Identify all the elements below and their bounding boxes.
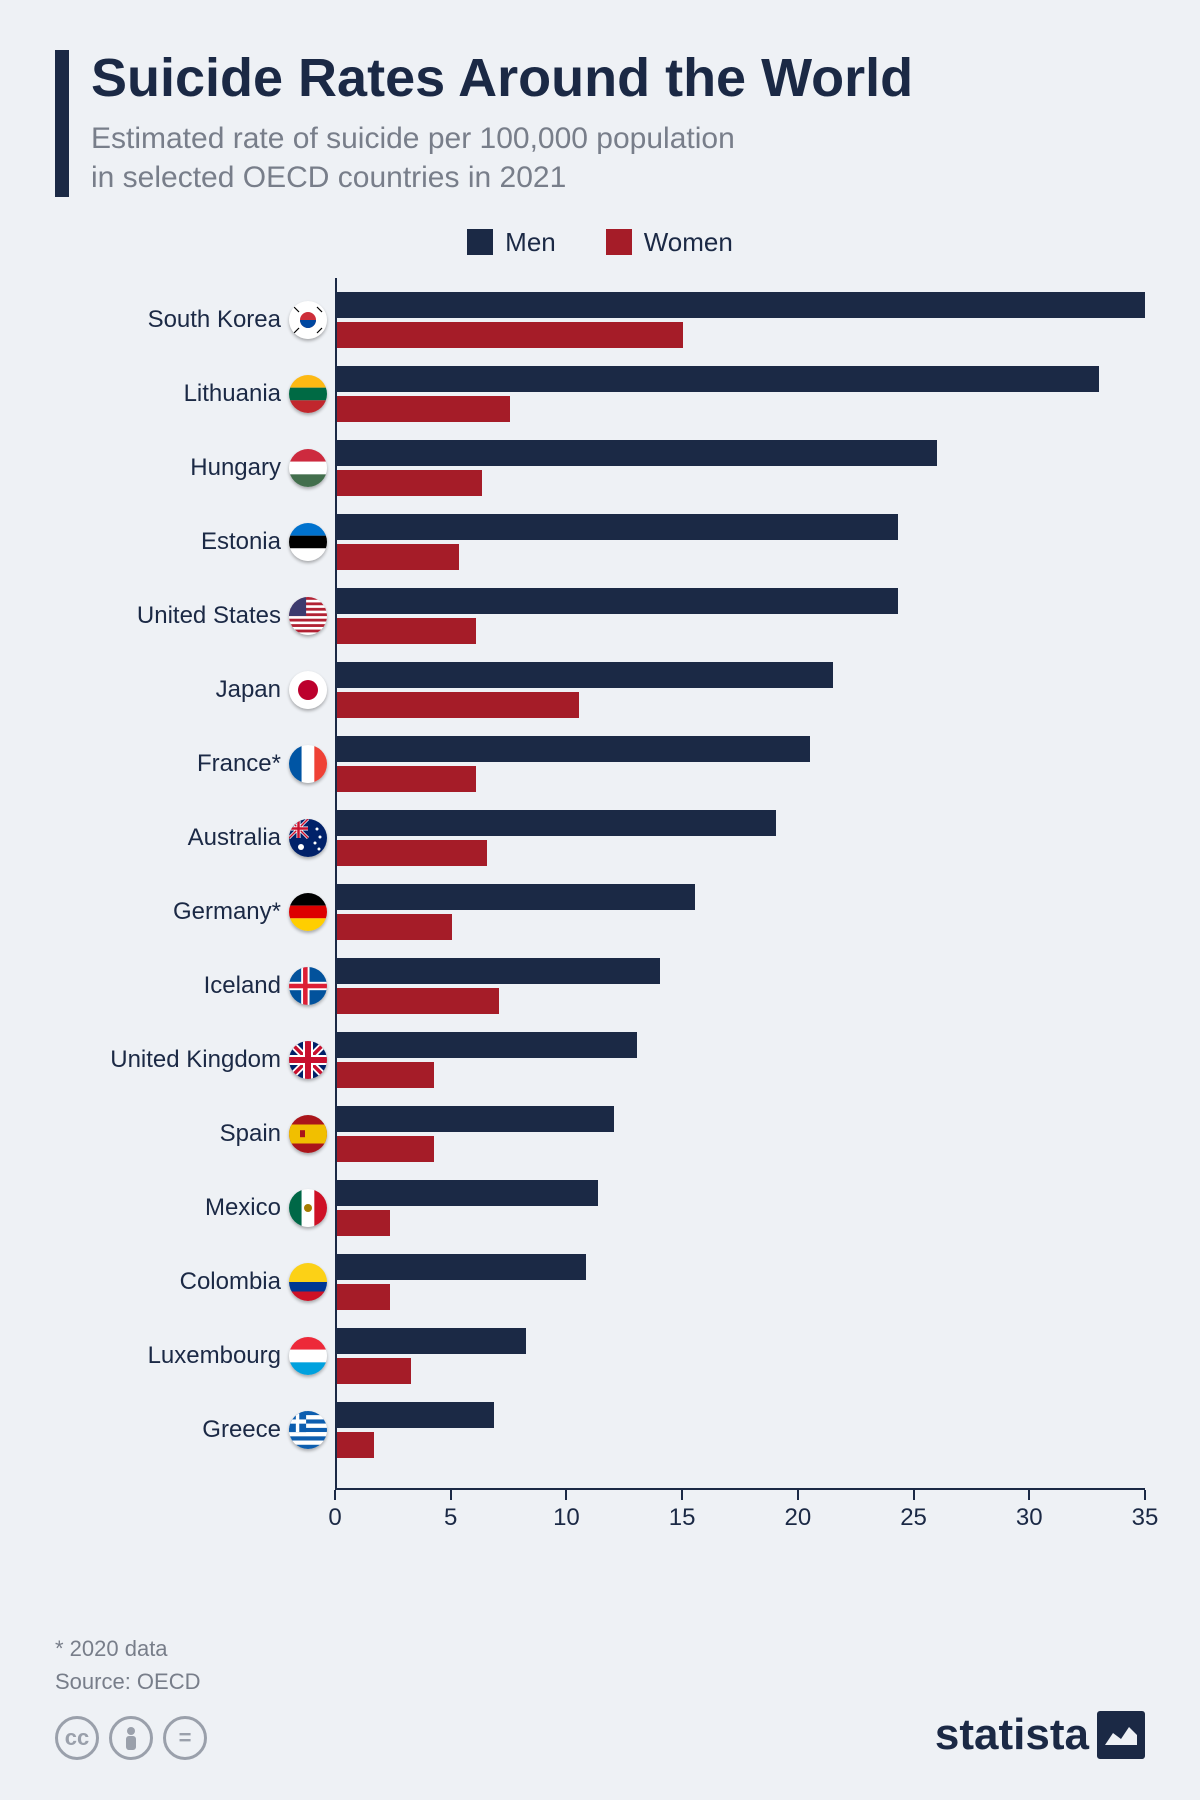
chart-subtitle: Estimated rate of suicide per 100,000 po… — [91, 119, 1145, 197]
flag-icon — [289, 1411, 327, 1449]
x-axis: 05101520253035 — [335, 1488, 1145, 1548]
footnote-asterisk: * 2020 data — [55, 1632, 1145, 1665]
bar-women — [337, 1136, 434, 1162]
x-tick-label: 15 — [669, 1504, 696, 1532]
legend-item-men: Men — [467, 227, 556, 258]
bar-men — [337, 1328, 526, 1354]
x-tick-label: 10 — [553, 1504, 580, 1532]
country-row: Spain — [337, 1102, 1145, 1166]
x-tick-label: 5 — [444, 1504, 457, 1532]
flag-icon — [289, 1115, 327, 1153]
bar-women — [337, 1432, 374, 1458]
flag-icon — [289, 1337, 327, 1375]
bar-men — [337, 958, 660, 984]
bar-men — [337, 1106, 614, 1132]
bar-women — [337, 914, 452, 940]
bar-men — [337, 292, 1145, 318]
legend: Men Women — [55, 227, 1145, 258]
x-tick-label: 20 — [784, 1504, 811, 1532]
footer: * 2020 data Source: OECD cc = statista — [55, 1632, 1145, 1760]
bar-men — [337, 884, 695, 910]
flag-icon — [289, 819, 327, 857]
bar-women — [337, 692, 579, 718]
bar-women — [337, 988, 499, 1014]
flag-icon — [289, 1041, 327, 1079]
bar-women — [337, 766, 476, 792]
country-row: Luxembourg — [337, 1324, 1145, 1388]
country-row: Greece — [337, 1398, 1145, 1462]
x-tick-label: 35 — [1132, 1504, 1159, 1532]
country-row: Iceland — [337, 954, 1145, 1018]
flag-icon — [289, 523, 327, 561]
bar-men — [337, 810, 776, 836]
header-accent-bar — [55, 50, 69, 197]
bar-women — [337, 840, 487, 866]
bar-women — [337, 1210, 390, 1236]
cc-by-icon — [109, 1716, 153, 1760]
header: Suicide Rates Around the World Estimated… — [55, 50, 1145, 197]
country-row: France* — [337, 732, 1145, 796]
country-row: United Kingdom — [337, 1028, 1145, 1092]
country-row: Hungary — [337, 436, 1145, 500]
legend-label-women: Women — [644, 227, 733, 258]
bar-women — [337, 1062, 434, 1088]
x-tick-label: 25 — [900, 1504, 927, 1532]
bar-men — [337, 588, 898, 614]
bar-men — [337, 1254, 586, 1280]
cc-icon: cc — [55, 1716, 99, 1760]
brand-logo: statista — [935, 1710, 1145, 1760]
bar-men — [337, 662, 833, 688]
flag-icon — [289, 1263, 327, 1301]
flag-icon — [289, 671, 327, 709]
country-row: United States — [337, 584, 1145, 648]
bar-men — [337, 1032, 637, 1058]
plot: South Korea Lithuania Hungary Estonia United… — [335, 278, 1145, 1488]
country-row: Japan — [337, 658, 1145, 722]
country-row: Lithuania — [337, 362, 1145, 426]
flag-icon — [289, 1189, 327, 1227]
bar-women — [337, 1358, 411, 1384]
flag-icon — [289, 375, 327, 413]
flag-icon — [289, 967, 327, 1005]
bar-men — [337, 514, 898, 540]
bar-men — [337, 366, 1099, 392]
cc-nd-icon: = — [163, 1716, 207, 1760]
flag-icon — [289, 301, 327, 339]
flag-icon — [289, 893, 327, 931]
flag-icon — [289, 449, 327, 487]
country-row: South Korea — [337, 288, 1145, 352]
legend-label-men: Men — [505, 227, 556, 258]
bar-men — [337, 440, 937, 466]
bar-men — [337, 1402, 494, 1428]
flag-icon — [289, 745, 327, 783]
bar-women — [337, 1284, 390, 1310]
country-row: Australia — [337, 806, 1145, 870]
country-row: Mexico — [337, 1176, 1145, 1240]
country-row: Germany* — [337, 880, 1145, 944]
brand-mark-icon — [1097, 1711, 1145, 1759]
x-tick-label: 30 — [1016, 1504, 1043, 1532]
chart-title: Suicide Rates Around the World — [91, 50, 1145, 107]
chart-area: South Korea Lithuania Hungary Estonia United… — [55, 278, 1145, 1548]
x-tick-label: 0 — [328, 1504, 341, 1532]
bar-women — [337, 396, 510, 422]
legend-item-women: Women — [606, 227, 733, 258]
country-row: Estonia — [337, 510, 1145, 574]
bar-women — [337, 544, 459, 570]
bar-men — [337, 1180, 598, 1206]
country-row: Colombia — [337, 1250, 1145, 1314]
brand-name: statista — [935, 1710, 1089, 1760]
legend-swatch-men — [467, 229, 493, 255]
bar-women — [337, 618, 476, 644]
flag-icon — [289, 597, 327, 635]
legend-swatch-women — [606, 229, 632, 255]
footnote-source: Source: OECD — [55, 1665, 1145, 1698]
bar-women — [337, 470, 482, 496]
bar-men — [337, 736, 810, 762]
bar-women — [337, 322, 683, 348]
